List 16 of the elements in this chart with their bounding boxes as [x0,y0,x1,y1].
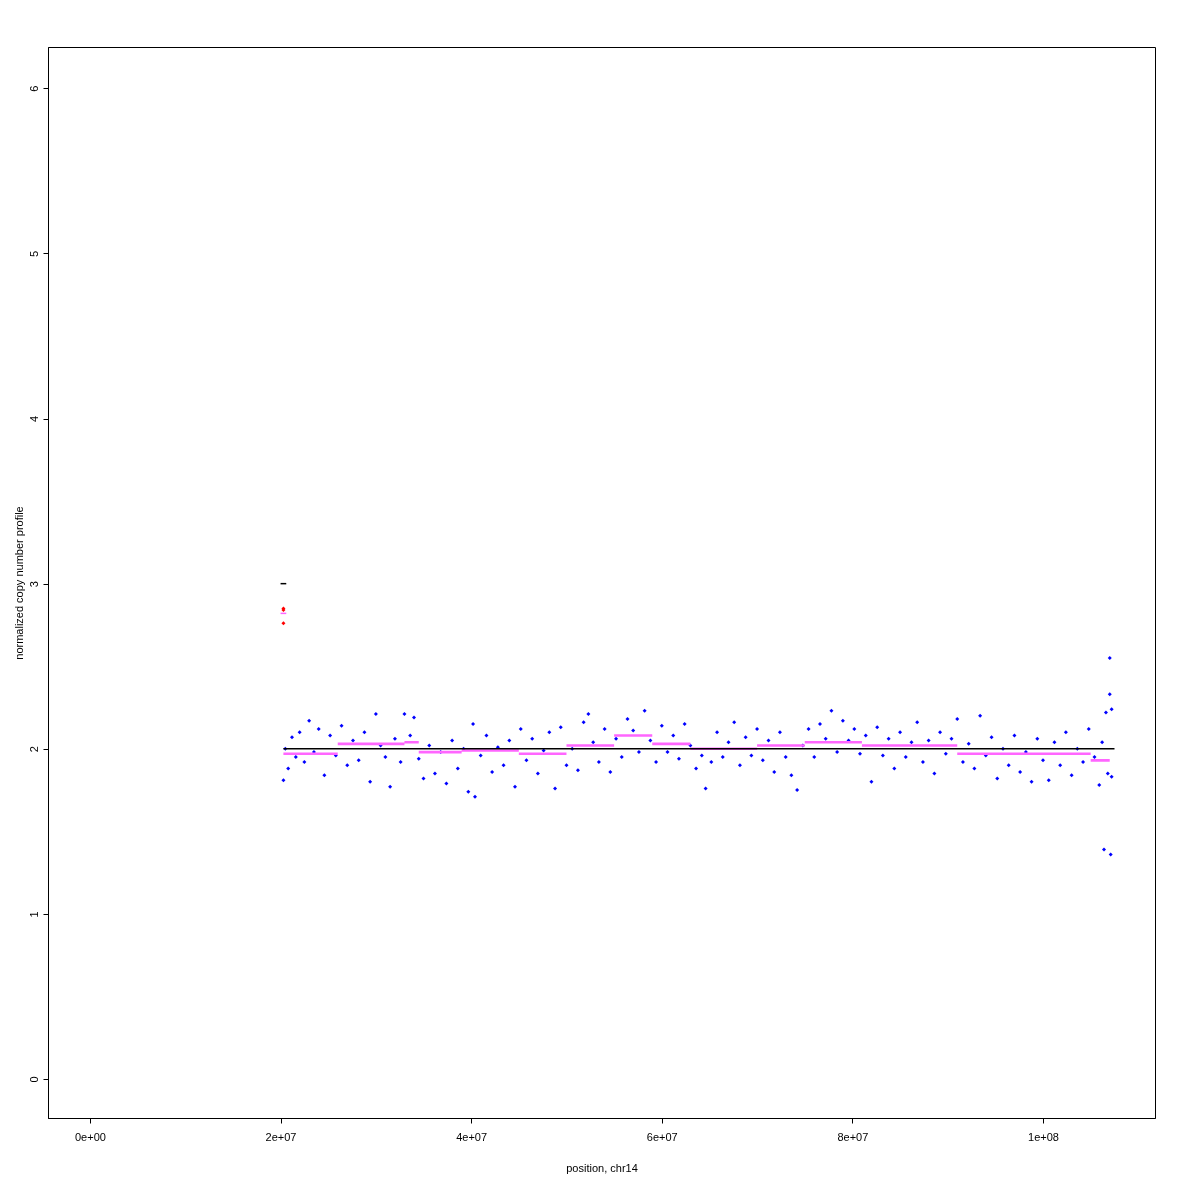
y-tick-label: 6 [27,85,40,92]
x-tick-label: 0e+00 [74,1130,106,1143]
x-tick-label: 2e+07 [265,1130,297,1143]
y-axis-title: normalized copy number profile [12,506,25,660]
y-tick-label: 0 [27,1076,40,1083]
x-axis-title: position, chr14 [566,1161,638,1174]
x-tick-label: 8e+07 [837,1130,869,1143]
y-tick-label: 5 [27,250,40,257]
y-tick-label: 3 [27,581,40,588]
y-tick-label: 2 [27,746,40,753]
point [281,621,286,626]
x-tick-label: 4e+07 [456,1130,488,1143]
x-tick-label: 1e+08 [1028,1130,1059,1143]
y-tick-label: 4 [27,415,40,423]
x-tick-label: 6e+07 [646,1130,678,1143]
y-tick-label: 1 [27,911,40,918]
